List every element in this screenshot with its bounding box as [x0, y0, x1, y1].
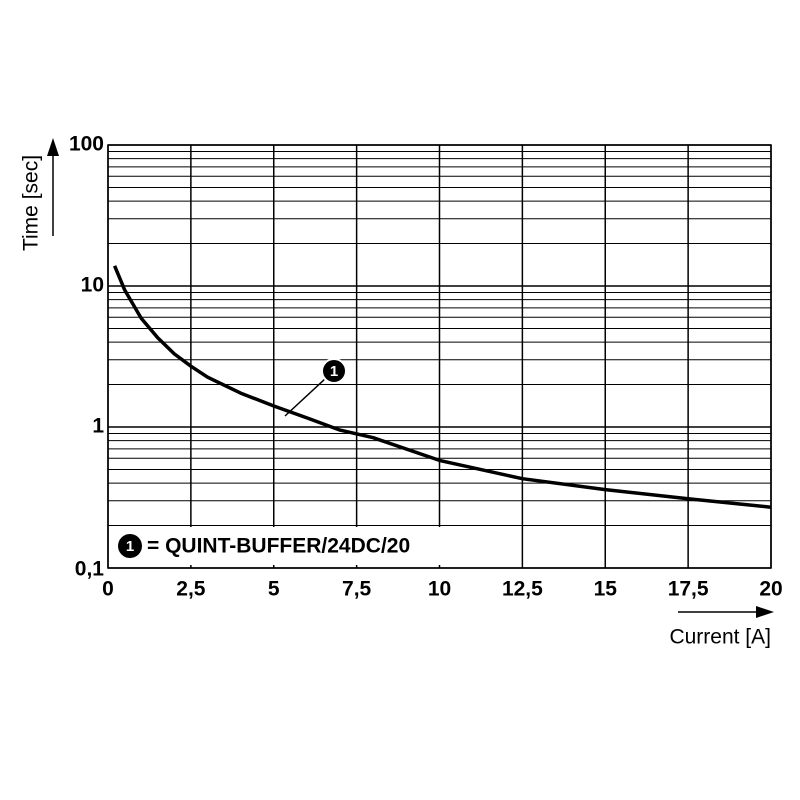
x-tick-label: 5 — [268, 578, 280, 601]
y-tick-label: 10 — [81, 274, 104, 297]
y-tick-label: 0,1 — [75, 558, 105, 581]
legend-marker — [118, 534, 142, 558]
x-tick-label: 10 — [428, 578, 451, 601]
x-tick-label: 2,5 — [176, 578, 206, 601]
curve — [112, 265, 772, 509]
x-tick-label: 12,5 — [502, 578, 543, 601]
x-tick-label: 0 — [102, 578, 114, 601]
callout-marker — [321, 358, 347, 384]
legend-box — [113, 527, 495, 565]
legend-marker-number: 1 — [126, 538, 134, 555]
x-arrow-head — [756, 606, 774, 618]
y-axis-label: Time [sec] — [20, 155, 43, 251]
x-axis-label: Current [A] — [669, 626, 771, 649]
callout-number: 1 — [330, 363, 338, 380]
y-tick-label: 1 — [92, 415, 104, 438]
x-tick-label: 17,5 — [668, 578, 709, 601]
legend-label: = QUINT-BUFFER/24DC/20 — [147, 535, 410, 558]
y-tick-label: 100 — [69, 133, 104, 156]
y-arrow-head — [47, 138, 59, 156]
x-tick-label: 7,5 — [342, 578, 372, 601]
callout-leader — [284, 377, 327, 417]
x-tick-label: 15 — [594, 578, 618, 601]
x-tick-label: 20 — [759, 578, 782, 601]
